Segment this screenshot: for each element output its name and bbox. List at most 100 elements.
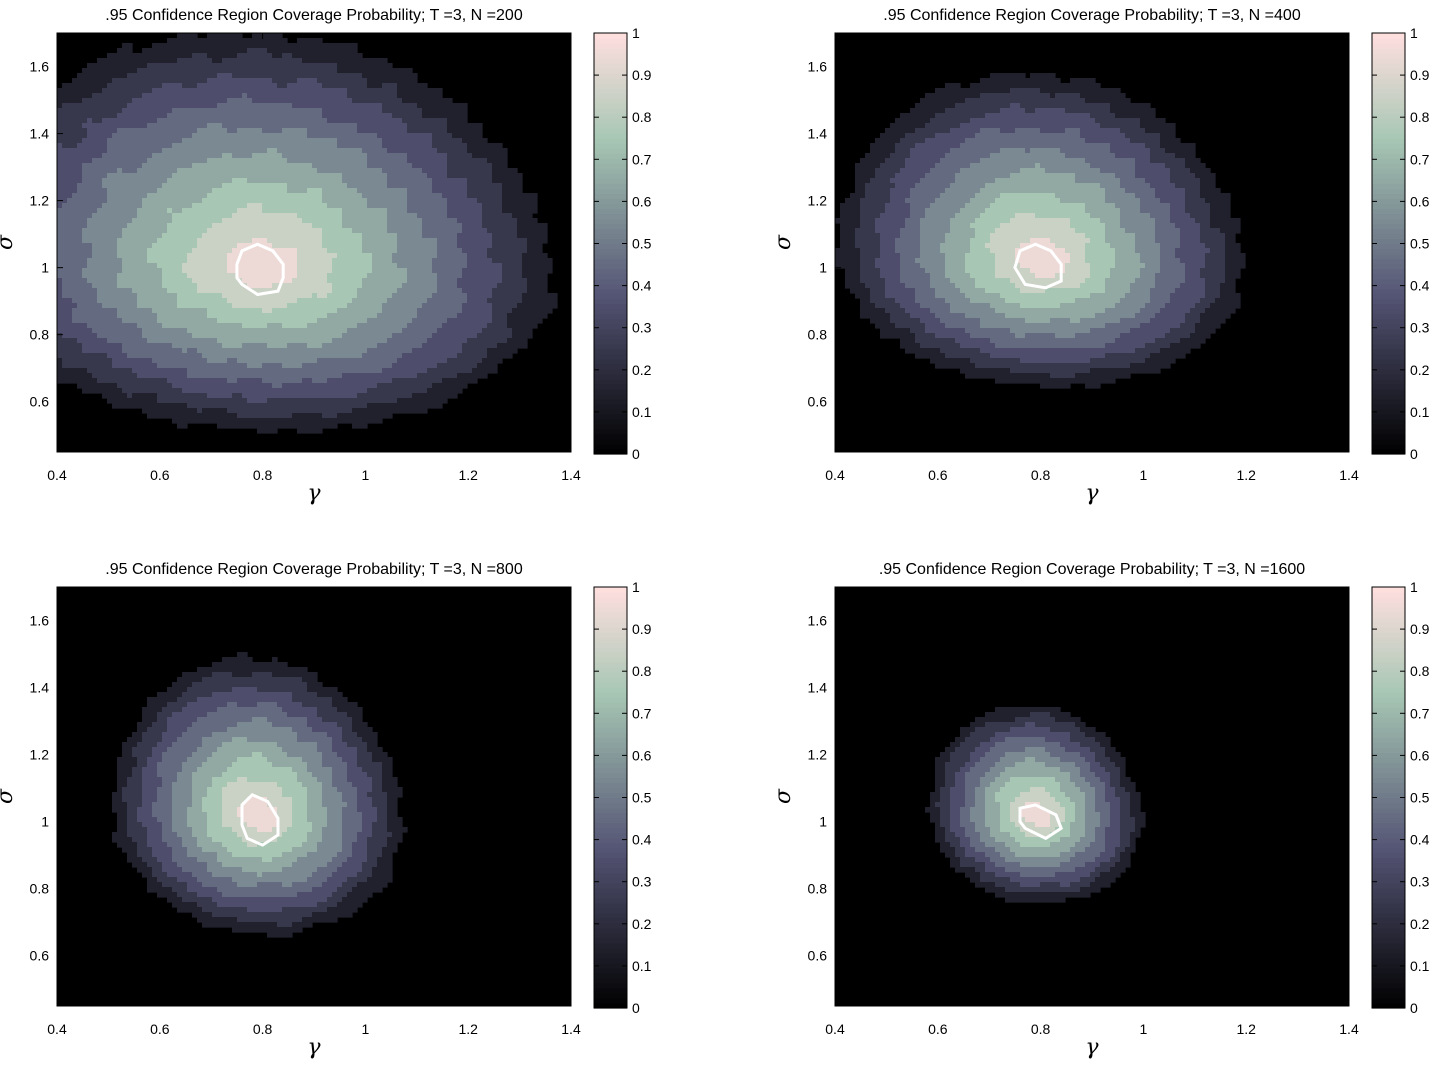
y-tick-label: 1.6 (808, 613, 828, 629)
y-tick-label: 1.2 (808, 747, 828, 763)
x-tick-label: 0.4 (825, 467, 845, 483)
colorbar-tick-label: 0.2 (632, 362, 652, 378)
x-tick-label: 1.2 (458, 1021, 478, 1037)
colorbar-tick-label: 0.1 (632, 958, 652, 974)
x-tick-label: 0.8 (253, 467, 273, 483)
y-tick-label: 1 (819, 814, 827, 830)
colorbar-tick-label: 0.6 (632, 193, 652, 209)
colorbar-tick-label: 1 (632, 579, 640, 595)
colorbar-tick-label: 0.7 (1410, 705, 1430, 721)
colorbar-tick-label: 0.8 (632, 109, 652, 125)
coverage-heatmap (835, 587, 1349, 1006)
y-tick-label: 1.4 (30, 680, 50, 696)
colorbar: 0 0.1 0.2 0.3 0.4 0.5 0.6 0.7 0.8 0.9 1 (593, 579, 652, 1016)
colorbar-tick-label: 0.2 (1410, 362, 1430, 378)
x-tick-label: 1.4 (561, 1021, 581, 1037)
x-tick-label: 1 (362, 1021, 370, 1037)
y-tick-label: 1 (41, 814, 49, 830)
colorbar-tick-label: 0.7 (632, 151, 652, 167)
y-tick-label: 0.8 (30, 327, 50, 343)
contour-95 (235, 242, 285, 297)
colorbar-tick-label: 0.6 (1410, 193, 1430, 209)
plot-frame (834, 586, 1350, 1007)
y-tick-label: 1.4 (808, 126, 828, 142)
coverage-heatmap (57, 33, 571, 452)
y-tick-label: 1 (819, 260, 827, 276)
colorbar-tick-label: 0.6 (1410, 747, 1430, 763)
chart-title: .95 Confidence Region Coverage Probabili… (105, 561, 523, 578)
coverage-heatmap (57, 587, 571, 1006)
x-tick-label: 0.8 (1031, 1021, 1051, 1037)
y-tick-label: 1.4 (808, 680, 828, 696)
colorbar-tick-label: 0.5 (632, 790, 652, 806)
y-tick-label: 1.6 (30, 59, 50, 75)
x-tick-label: 0.8 (1031, 467, 1051, 483)
colorbar-tick-label: 0.9 (1410, 621, 1430, 637)
panel-1: .95 Confidence Region Coverage Probabili… (0, 7, 652, 506)
colorbar-tick-label: 0.1 (1410, 958, 1430, 974)
y-tick-label: 0.8 (808, 881, 828, 897)
x-tick-label: 1.2 (1236, 467, 1256, 483)
colorbar-tick-label: 1 (1410, 579, 1418, 595)
colorbar-tick-label: 1 (1410, 25, 1418, 41)
x-tick-label: 0.4 (47, 467, 67, 483)
x-axis-label: γ (307, 1035, 321, 1060)
x-tick-label: 0.6 (928, 1021, 948, 1037)
colorbar-tick-label: 0.2 (1410, 916, 1430, 932)
colorbar-tick-label: 0.7 (632, 705, 652, 721)
y-axis-label: σ (0, 788, 18, 804)
colorbar-tick-label: 0.4 (1410, 832, 1430, 848)
colorbar-tick-label: 0.7 (1410, 151, 1430, 167)
y-tick-label: 1.2 (30, 747, 50, 763)
x-tick-label: 1 (362, 467, 370, 483)
y-tick-label: 1.6 (30, 613, 50, 629)
x-axis-label: γ (307, 481, 321, 506)
colorbar-tick-label: 0.3 (1410, 874, 1430, 890)
y-tick-label: 1.2 (30, 193, 50, 209)
colorbar-tick-label: 0.5 (1410, 236, 1430, 252)
panel-2: .95 Confidence Region Coverage Probabili… (771, 7, 1430, 506)
colorbar-tick-label: 0.3 (632, 874, 652, 890)
chart-title: .95 Confidence Region Coverage Probabili… (879, 561, 1305, 578)
y-tick-label: 1.2 (808, 193, 828, 209)
x-axis-label: γ (1085, 1035, 1099, 1060)
y-axis-label: σ (0, 234, 18, 250)
colorbar-tick-label: 0 (632, 446, 640, 462)
y-tick-label: 1.4 (30, 126, 50, 142)
colorbar-tick-label: 0.2 (632, 916, 652, 932)
x-tick-label: 0.4 (47, 1021, 67, 1037)
x-tick-label: 1 (1140, 1021, 1148, 1037)
colorbar-tick-label: 0.9 (1410, 67, 1430, 83)
colorbar-tick-label: 0.5 (632, 236, 652, 252)
x-tick-label: 0.6 (150, 467, 170, 483)
x-tick-label: 1.4 (1339, 467, 1359, 483)
x-tick-label: 0.4 (825, 1021, 845, 1037)
colorbar-tick-label: 0.3 (632, 320, 652, 336)
x-tick-label: 1 (1140, 467, 1148, 483)
colorbar-tick-label: 0.4 (632, 278, 652, 294)
colorbar: 0 0.1 0.2 0.3 0.4 0.5 0.6 0.7 0.8 0.9 1 (1371, 25, 1430, 462)
y-axis-label: σ (771, 234, 796, 250)
colorbar: 0 0.1 0.2 0.3 0.4 0.5 0.6 0.7 0.8 0.9 1 (1371, 579, 1430, 1016)
x-tick-label: 0.6 (928, 467, 948, 483)
colorbar-tick-label: 0 (632, 1000, 640, 1016)
panel-4: .95 Confidence Region Coverage Probabili… (771, 561, 1430, 1060)
x-tick-label: 0.8 (253, 1021, 273, 1037)
colorbar-tick-label: 0.9 (632, 67, 652, 83)
y-tick-label: 0.8 (808, 327, 828, 343)
x-tick-label: 1.2 (1236, 1021, 1256, 1037)
plot-frame (56, 586, 572, 1007)
chart-title: .95 Confidence Region Coverage Probabili… (883, 7, 1301, 24)
y-tick-label: 1.6 (808, 59, 828, 75)
colorbar: 0 0.1 0.2 0.3 0.4 0.5 0.6 0.7 0.8 0.9 1 (593, 25, 652, 462)
colorbar-tick-label: 1 (632, 25, 640, 41)
colorbar-tick-label: 0.5 (1410, 790, 1430, 806)
colorbar-tick-label: 0.1 (1410, 404, 1430, 420)
colorbar-tick-label: 0.8 (1410, 663, 1430, 679)
y-tick-label: 0.8 (30, 881, 50, 897)
colorbar-tick-label: 0.8 (1410, 109, 1430, 125)
y-tick-label: 0.6 (30, 394, 50, 410)
plot-frame (834, 32, 1350, 453)
contour-95 (240, 793, 280, 847)
x-axis-label: γ (1085, 481, 1099, 506)
